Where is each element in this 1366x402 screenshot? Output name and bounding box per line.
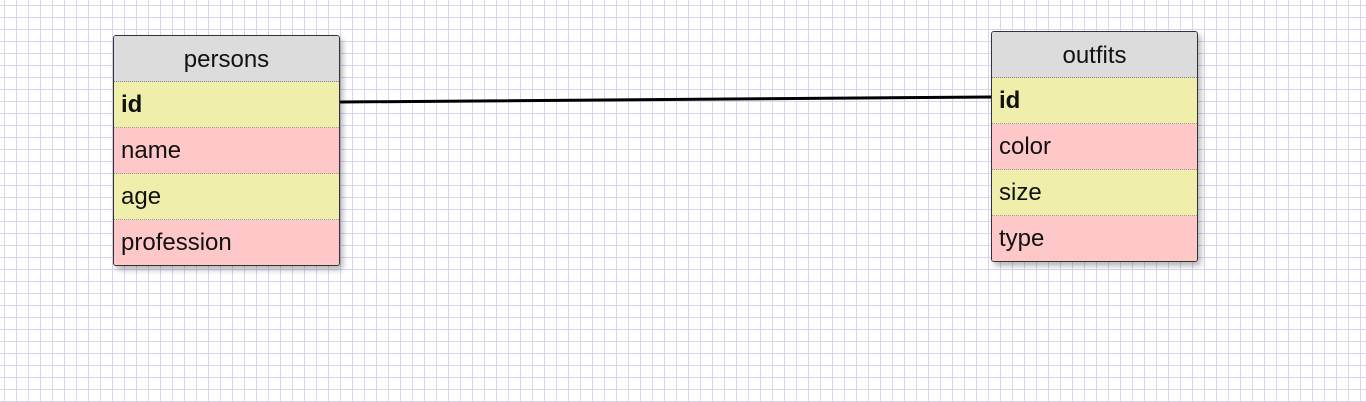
field-type[interactable]: type — [992, 216, 1197, 261]
field-profession[interactable]: profession — [114, 220, 339, 265]
field-size[interactable]: size — [992, 170, 1197, 216]
field-id[interactable]: id — [114, 82, 339, 128]
field-name[interactable]: name — [114, 128, 339, 174]
table-persons[interactable]: persons id name age profession — [113, 35, 340, 266]
table-outfits[interactable]: outfits id color size type — [991, 31, 1198, 262]
field-id[interactable]: id — [992, 78, 1197, 124]
relation-line-persons-id-outfits-id[interactable] — [339, 95, 994, 104]
table-title[interactable]: persons — [114, 36, 339, 82]
field-color[interactable]: color — [992, 124, 1197, 170]
field-age[interactable]: age — [114, 174, 339, 220]
table-title[interactable]: outfits — [992, 32, 1197, 78]
